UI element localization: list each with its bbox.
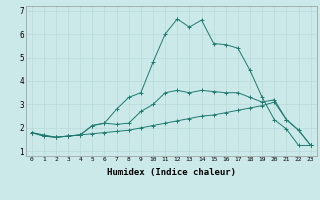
X-axis label: Humidex (Indice chaleur): Humidex (Indice chaleur) <box>107 168 236 177</box>
